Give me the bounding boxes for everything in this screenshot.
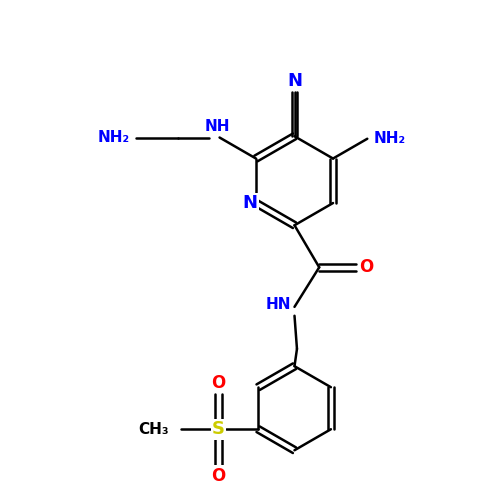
- Text: O: O: [212, 374, 226, 392]
- Text: N: N: [242, 194, 258, 212]
- Text: NH₂: NH₂: [374, 131, 406, 146]
- Text: CH₃: CH₃: [138, 422, 169, 436]
- Text: O: O: [212, 466, 226, 484]
- Text: NH₂: NH₂: [97, 130, 130, 145]
- Text: N: N: [287, 72, 302, 90]
- Text: HN: HN: [266, 297, 291, 312]
- Text: NH: NH: [204, 119, 230, 134]
- Text: S: S: [212, 420, 225, 438]
- Text: O: O: [359, 258, 374, 276]
